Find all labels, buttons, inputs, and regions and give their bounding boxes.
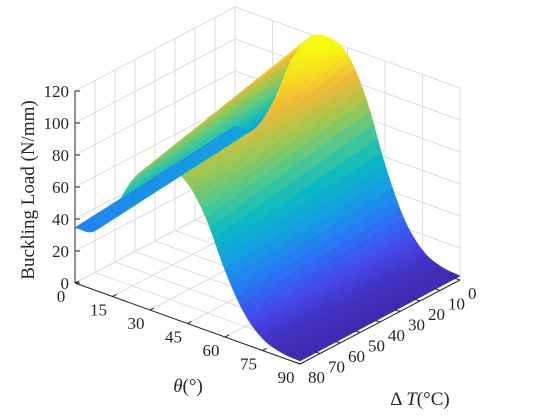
surface-patch [450, 273, 461, 280]
theta-tick-label: 15 [90, 301, 107, 320]
theta-tick-label: 60 [203, 341, 220, 360]
dt-tick-label: 20 [428, 305, 445, 324]
dt-tick-label: 10 [448, 295, 465, 314]
dt-tick-label: 70 [328, 358, 345, 377]
dt-tick-mark [394, 309, 401, 312]
dt-tick-mark [414, 298, 421, 302]
theta-tick-mark [187, 320, 192, 324]
x-axis-label: θ(°) [173, 376, 203, 397]
dt-tick-label: 80 [308, 368, 325, 387]
dt-tick-label: 0 [468, 284, 477, 303]
z-tick-label: 60 [52, 178, 69, 197]
theta-tick-mark [299, 361, 305, 365]
theta-tick-label: 0 [57, 287, 66, 306]
surface-layer [74, 34, 461, 362]
tick-layer: 0204060801001200153045607590010203040506… [44, 82, 477, 387]
theta-tick-label: 90 [278, 368, 295, 387]
theta-tick-mark [112, 293, 117, 297]
z-axis-label: Buckling Load (N/mm) [18, 100, 39, 279]
dt-tick-label: 50 [368, 337, 385, 356]
theta-tick-mark [224, 334, 230, 338]
dt-tick-label: 40 [388, 326, 405, 345]
dt-tick-label: 60 [348, 347, 365, 366]
theta-tick-mark [149, 307, 155, 311]
z-tick-label: 40 [52, 210, 69, 229]
z-tick-label: 100 [44, 114, 70, 133]
z-tick-label: 80 [52, 146, 69, 165]
dt-tick-mark [454, 277, 461, 281]
dt-tick-mark [294, 361, 301, 365]
z-tick-label: 20 [52, 242, 69, 261]
theta-tick-label: 30 [128, 314, 145, 333]
dt-tick-label: 30 [408, 316, 425, 335]
dt-tick-mark [374, 319, 381, 323]
theta-tick-mark [74, 280, 80, 284]
z-tick-label: 120 [44, 82, 70, 101]
theta-tick-mark [262, 347, 267, 351]
dt-tick-mark [314, 351, 321, 354]
dt-tick-mark [334, 340, 341, 344]
theta-tick-label: 45 [165, 328, 182, 347]
label-layer: Buckling Load (N/mm) θ(°) Δ T(°C) [18, 100, 450, 410]
dt-tick-mark [354, 330, 361, 333]
z-tick-label: 0 [61, 274, 70, 293]
dt-tick-mark [434, 288, 441, 291]
theta-tick-label: 75 [240, 355, 257, 374]
y-axis-label: Δ T(°C) [390, 389, 449, 410]
